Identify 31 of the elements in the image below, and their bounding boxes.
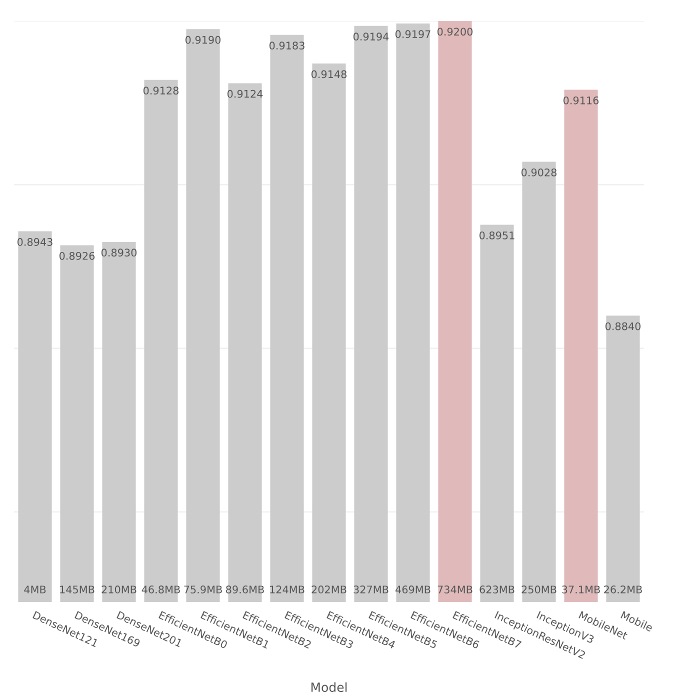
data-label: 0.9028 xyxy=(521,168,557,176)
annotation: 75.9MB xyxy=(184,586,222,594)
annotation: 89.6MB xyxy=(226,586,264,594)
annotation: 37.1MB xyxy=(562,586,600,594)
annotation: 734MB xyxy=(438,586,472,594)
annotation: 623MB xyxy=(480,586,514,594)
annotation: 250MB xyxy=(522,586,556,594)
data-label: 0.9197 xyxy=(395,30,430,38)
annotation: 469MB xyxy=(396,586,430,594)
data-label: 0.9190 xyxy=(185,36,221,44)
data-label: 0.9128 xyxy=(143,86,179,95)
data-label: 0.8930 xyxy=(101,248,137,257)
data-label: 0.8840 xyxy=(605,322,641,330)
annotation: 202MB xyxy=(312,586,346,594)
annotation: 145MB xyxy=(60,586,94,594)
data-label: 0.9200 xyxy=(437,28,473,36)
annotation: 46.8MB xyxy=(142,586,180,594)
data-label: 0.9148 xyxy=(311,70,347,78)
annotation: 210MB xyxy=(102,586,136,594)
data-label: 0.9183 xyxy=(269,42,304,50)
annotation: 26.2MB xyxy=(604,586,642,594)
annotation: 4MB xyxy=(24,586,46,594)
data-label: 0.9116 xyxy=(563,96,599,104)
data-label: 0.9194 xyxy=(353,32,389,41)
annotation: 327MB xyxy=(354,586,388,594)
data-label: 0.8943 xyxy=(17,238,52,246)
data-label: 0.8926 xyxy=(59,252,95,260)
annotation: 124MB xyxy=(270,586,304,594)
data-label: 0.9124 xyxy=(227,90,263,98)
x-axis-title: Model xyxy=(311,682,347,692)
data-label: 0.8951 xyxy=(479,231,514,240)
